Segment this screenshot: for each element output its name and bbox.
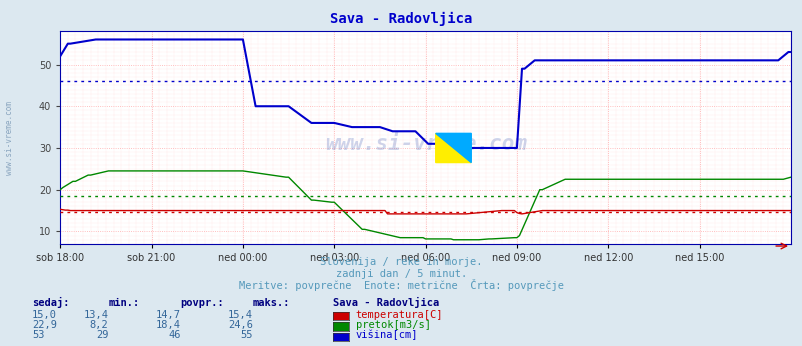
Text: Slovenija / reke in morje.: Slovenija / reke in morje. [320, 257, 482, 267]
Text: 22,9: 22,9 [32, 320, 57, 330]
Text: povpr.:: povpr.: [180, 298, 224, 308]
Polygon shape [435, 133, 471, 163]
Text: 15,4: 15,4 [228, 310, 253, 320]
Text: Sava - Radovljica: Sava - Radovljica [330, 12, 472, 26]
Text: 15,0: 15,0 [32, 310, 57, 320]
Text: www.si-vreme.com: www.si-vreme.com [324, 134, 526, 154]
Text: 46: 46 [168, 330, 180, 340]
Polygon shape [435, 133, 471, 163]
Text: 24,6: 24,6 [228, 320, 253, 330]
Text: 13,4: 13,4 [83, 310, 108, 320]
Text: Meritve: povprečne  Enote: metrične  Črta: povprečje: Meritve: povprečne Enote: metrične Črta:… [239, 279, 563, 291]
Text: 29: 29 [95, 330, 108, 340]
Text: 8,2: 8,2 [90, 320, 108, 330]
Text: Sava - Radovljica: Sava - Radovljica [333, 297, 439, 308]
Text: maks.:: maks.: [253, 298, 290, 308]
Text: 53: 53 [32, 330, 45, 340]
Text: 55: 55 [240, 330, 253, 340]
Text: temperatura[C]: temperatura[C] [355, 310, 443, 320]
Text: 18,4: 18,4 [156, 320, 180, 330]
Text: min.:: min.: [108, 298, 140, 308]
Text: 14,7: 14,7 [156, 310, 180, 320]
Text: sedaj:: sedaj: [32, 297, 70, 308]
Text: višina[cm]: višina[cm] [355, 330, 418, 340]
Text: www.si-vreme.com: www.si-vreme.com [5, 101, 14, 175]
Text: pretok[m3/s]: pretok[m3/s] [355, 320, 430, 330]
Text: zadnji dan / 5 minut.: zadnji dan / 5 minut. [335, 269, 467, 279]
